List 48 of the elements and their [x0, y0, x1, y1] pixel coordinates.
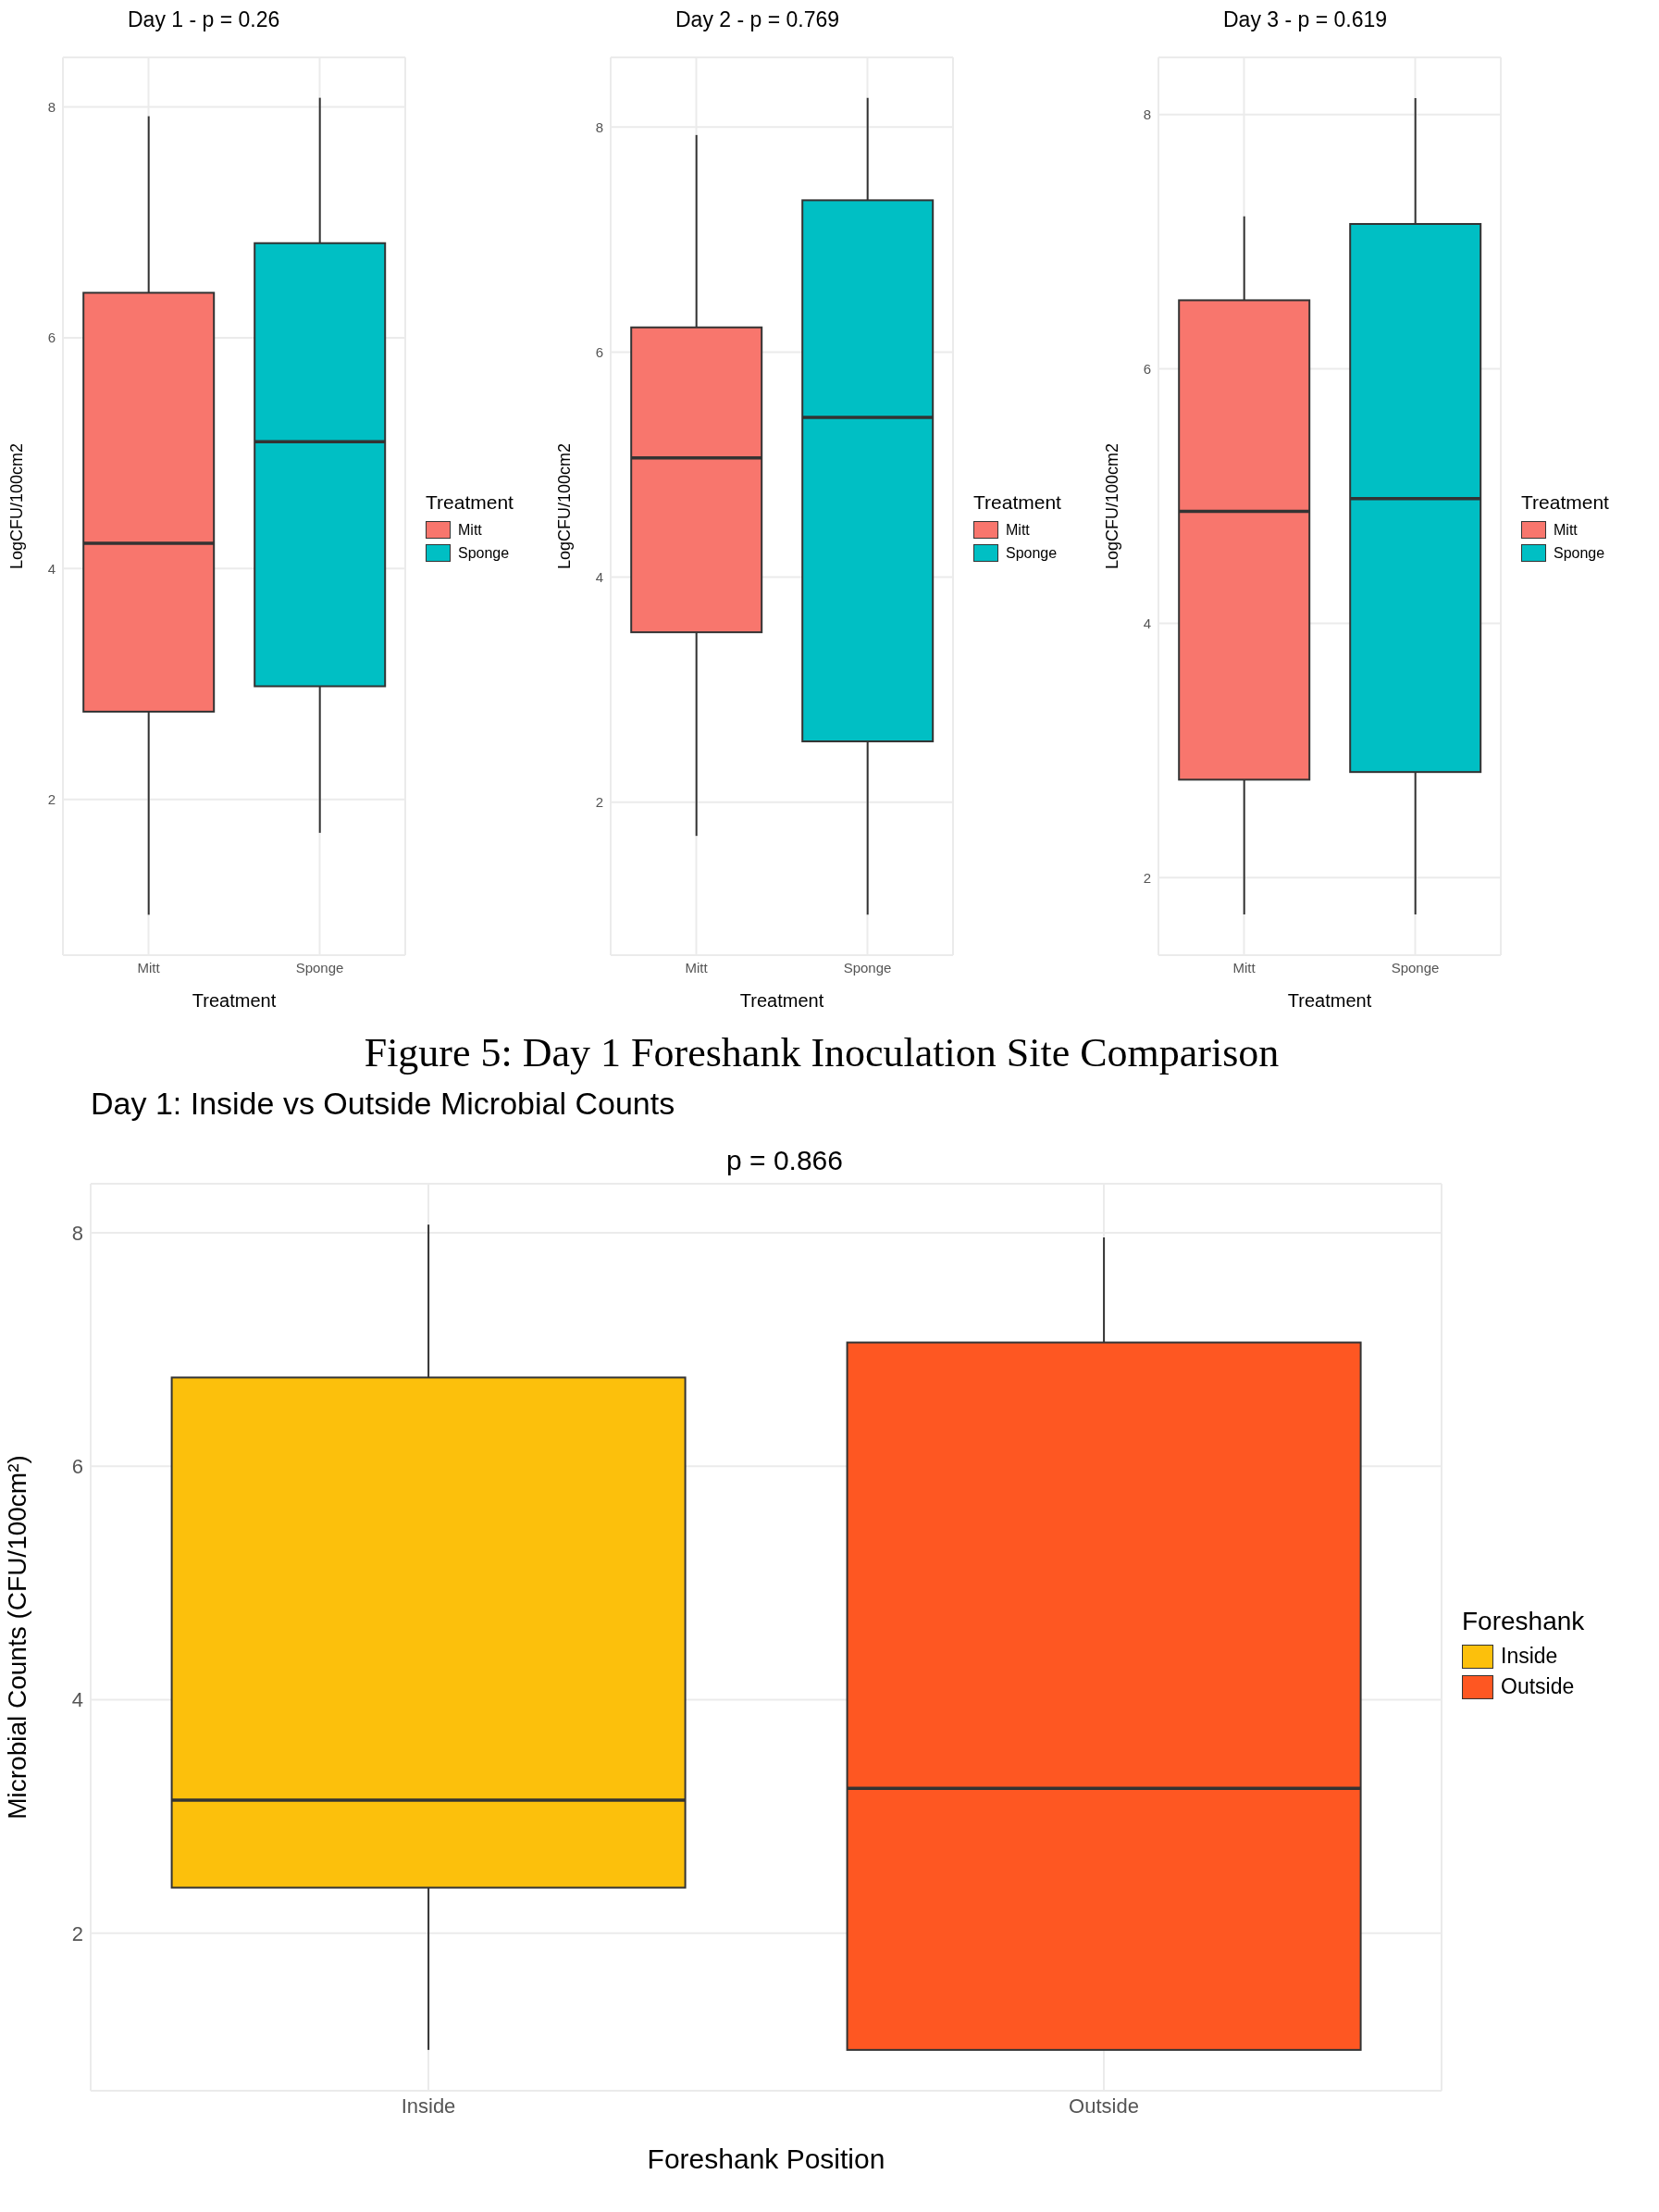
legend-label: Mitt: [1006, 521, 1030, 539]
y-tick-label: 2: [71, 1921, 83, 1945]
x-axis-title: Treatment: [1287, 990, 1372, 1011]
y-tick-label: 6: [595, 343, 603, 360]
legend-label: Mitt: [1554, 521, 1578, 539]
y-axis-title: Microbial Counts (CFU/100cm²): [2, 1455, 31, 1820]
legend-title: Treatment: [1521, 491, 1609, 514]
legend-label: Outside: [1501, 1674, 1575, 1699]
y-tick-label: 4: [71, 1688, 83, 1712]
x-tick-label: Mitt: [685, 959, 709, 976]
y-tick-label: 8: [1143, 106, 1151, 123]
y-tick-label: 4: [47, 560, 56, 577]
legend-label: Sponge: [458, 544, 510, 562]
y-axis-title: LogCFU/100cm2: [555, 442, 575, 570]
x-tick-label: Sponge: [843, 959, 892, 976]
y-tick-label: 6: [71, 1455, 83, 1479]
y-tick-label: 2: [1143, 869, 1151, 886]
x-tick-label: Sponge: [295, 959, 344, 976]
y-tick-label: 4: [1143, 615, 1151, 631]
legend-title: Treatment: [426, 491, 514, 514]
chart-title: Day 1 - p = 0.26: [127, 7, 281, 33]
x-axis-title: Treatment: [739, 990, 824, 1011]
x-axis-title: Foreshank Position: [647, 2144, 885, 2174]
x-tick-label: Sponge: [1391, 959, 1440, 976]
legend-label: Sponge: [1006, 544, 1058, 562]
chart-title: Day 1: Inside vs Outside Microbial Counts: [90, 1086, 676, 1123]
y-tick-label: 4: [595, 568, 603, 585]
y-tick-label: 2: [47, 791, 56, 808]
text: p = 0.866: [725, 1145, 844, 1176]
y-tick-label: 6: [47, 329, 56, 346]
y-tick-label: 6: [1143, 360, 1151, 377]
y-tick-label: 8: [47, 98, 56, 115]
y-axis-title: LogCFU/100cm2: [1103, 442, 1122, 570]
y-tick-label: 8: [71, 1221, 83, 1245]
legend-label: Sponge: [1554, 544, 1605, 562]
legend-title: Treatment: [973, 491, 1061, 514]
x-tick-label: Mitt: [1232, 959, 1257, 976]
legend-label: Inside: [1501, 1644, 1558, 1669]
legend-label: Mitt: [458, 521, 482, 539]
y-tick-label: 2: [595, 794, 603, 811]
caption: Figure 5: Day 1 Foreshank Inoculation Site Comparison: [363, 1029, 1281, 1076]
x-axis-title: Treatment: [192, 990, 277, 1011]
legend-title: Foreshank: [1462, 1607, 1585, 1636]
chart-title: Day 2 - p = 0.769: [675, 7, 841, 33]
chart-title: Day 3 - p = 0.619: [1222, 7, 1389, 33]
x-tick-label: Mitt: [137, 959, 161, 976]
y-axis-title: LogCFU/100cm2: [7, 442, 27, 570]
y-tick-label: 8: [595, 118, 603, 135]
